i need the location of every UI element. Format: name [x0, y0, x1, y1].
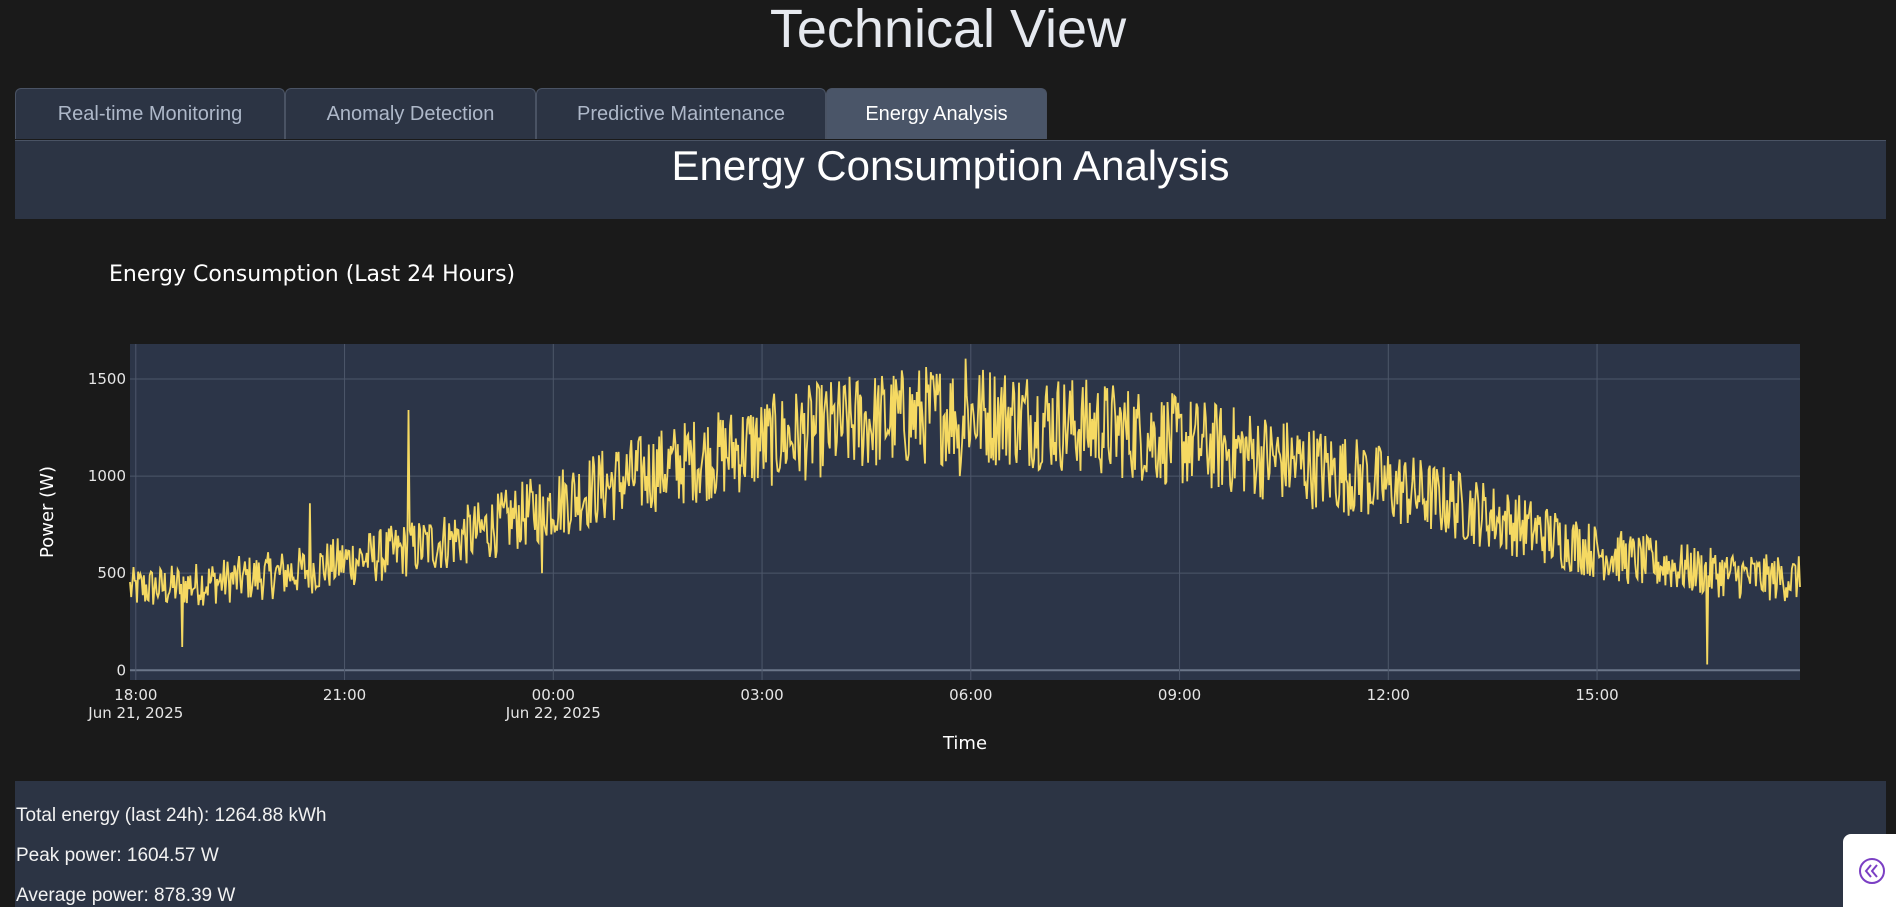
x-tick-date-label: Jun 22, 2025	[505, 704, 601, 722]
tab-predictive-maintenance[interactable]: Predictive Maintenance	[536, 88, 826, 139]
x-tick-label: 21:00	[323, 686, 366, 704]
series-layer	[129, 358, 1801, 665]
x-tick-label: 15:00	[1575, 686, 1618, 704]
x-tick-label: 06:00	[949, 686, 992, 704]
y-tick-label: 1000	[88, 467, 126, 485]
stat-total-energy: Total energy (last 24h): 1264.88 kWh	[16, 805, 327, 826]
double-chevron-left-icon	[1859, 858, 1885, 884]
x-axis-label: Time	[942, 733, 987, 754]
chart-title: Energy Consumption (Last 24 Hours)	[109, 262, 515, 287]
tab-real-time-monitoring[interactable]: Real-time Monitoring	[15, 88, 285, 139]
x-tick-label: 12:00	[1367, 686, 1410, 704]
tab-anomaly-detection[interactable]: Anomaly Detection	[285, 88, 536, 139]
x-tick-label: 09:00	[1158, 686, 1201, 704]
collapse-button[interactable]	[1843, 834, 1896, 907]
y-axis-label: Power (W)	[37, 466, 58, 558]
section-title: Energy Consumption Analysis	[671, 142, 1230, 189]
stat-average-power: Average power: 878.39 W	[16, 885, 236, 906]
x-tick-label: 03:00	[740, 686, 783, 704]
x-tick-label: 00:00	[532, 686, 575, 704]
y-tick-label: 500	[97, 564, 126, 582]
x-tick-label: 18:00	[114, 686, 157, 704]
series-line	[129, 358, 1801, 665]
energy-chart-svg[interactable]: Energy Consumption (Last 24 Hours) 0 500 1…	[15, 219, 1886, 781]
energy-chart[interactable]: Energy Consumption (Last 24 Hours) 0 500 1…	[15, 219, 1886, 781]
stat-peak-power: Peak power: 1604.57 W	[16, 845, 219, 866]
energy-stats: Total energy (last 24h): 1264.88 kWh Pea…	[15, 781, 1886, 907]
y-tick-label: 0	[116, 661, 126, 679]
y-tick-label: 1500	[88, 370, 126, 388]
page-title: Technical View	[769, 0, 1127, 59]
section-header: Energy Consumption Analysis	[15, 140, 1886, 220]
tab-energy-analysis[interactable]: Energy Analysis	[826, 88, 1047, 139]
x-tick-date-label: Jun 21, 2025	[87, 704, 183, 722]
